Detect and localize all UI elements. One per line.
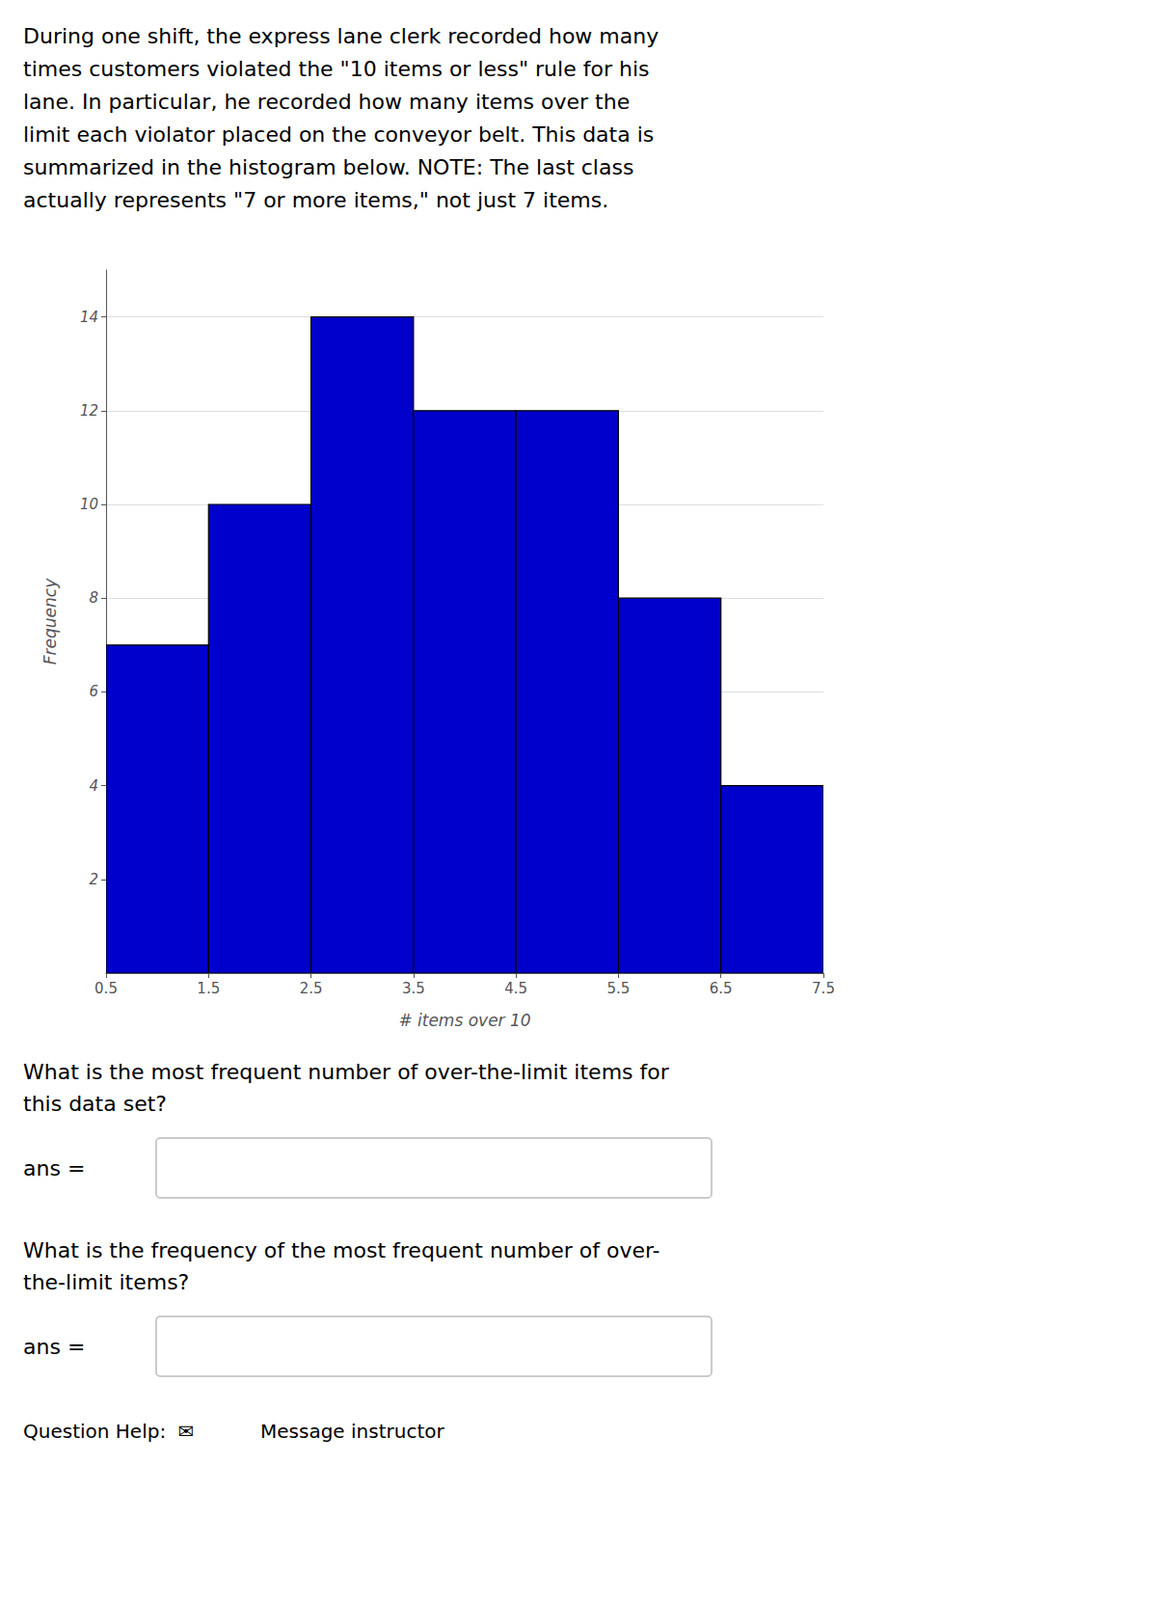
svg-text:the-limit items?: the-limit items?: [23, 1269, 189, 1294]
svg-text:12: 12: [80, 402, 99, 420]
svg-text:this data set?: this data set?: [23, 1091, 167, 1116]
svg-text:lane. In particular, he record: lane. In particular, he recorded how man…: [23, 89, 630, 114]
svg-text:7.5: 7.5: [811, 979, 835, 997]
svg-text:14: 14: [80, 308, 99, 326]
svg-text:ans =: ans =: [23, 1156, 85, 1181]
svg-text:10: 10: [80, 495, 99, 513]
svg-text:4.5: 4.5: [504, 979, 528, 997]
svg-text:8: 8: [88, 589, 99, 607]
svg-text:6.5: 6.5: [709, 979, 733, 997]
svg-text:What is the frequency of the m: What is the frequency of the most freque…: [23, 1237, 661, 1263]
svg-text:Question Help: ✉: Question Help: ✉: [23, 1419, 195, 1443]
svg-text:# items over 10: # items over 10: [398, 1010, 531, 1030]
svg-text:Message instructor: Message instructor: [260, 1419, 445, 1443]
svg-text:6: 6: [88, 682, 99, 700]
svg-text:0.5: 0.5: [94, 979, 118, 997]
svg-text:times customers violated the ": times customers violated the "10 items o…: [23, 56, 649, 81]
svg-text:ans =: ans =: [23, 1334, 85, 1359]
svg-text:summarized in the histogram be: summarized in the histogram below. NOTE:…: [23, 155, 634, 180]
svg-text:2.5: 2.5: [299, 979, 323, 997]
svg-text:2: 2: [88, 870, 99, 888]
svg-text:4: 4: [88, 777, 99, 795]
svg-text:1.5: 1.5: [196, 979, 220, 997]
svg-text:limit each violator placed on: limit each violator placed on the convey…: [23, 122, 654, 147]
svg-text:Frequency: Frequency: [40, 577, 60, 665]
svg-text:actually represents "7 or more: actually represents "7 or more items," n…: [23, 188, 609, 213]
svg-text:3.5: 3.5: [402, 979, 426, 997]
svg-text:What is the most frequent numb: What is the most frequent number of over…: [23, 1059, 671, 1084]
svg-text:5.5: 5.5: [606, 979, 630, 997]
svg-text:During one shift, the express: During one shift, the express lane clerk…: [23, 24, 659, 49]
